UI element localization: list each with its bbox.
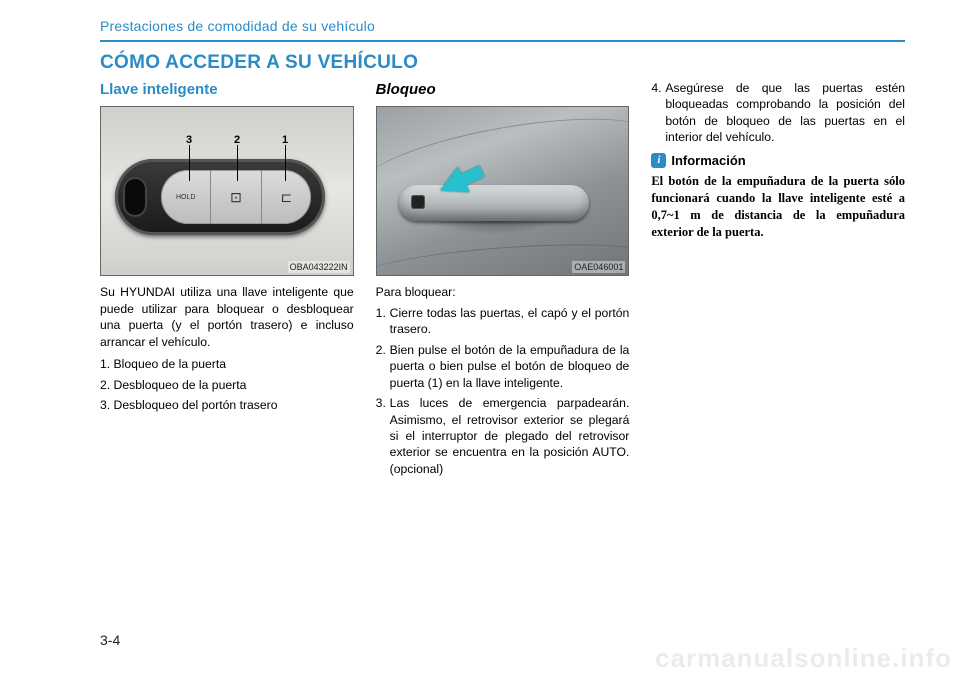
- step-num: 4.: [651, 80, 661, 96]
- col1-heading: Llave inteligente: [100, 80, 354, 100]
- column-1: Llave inteligente HOLD ⊡ ⊏ 3: [100, 80, 354, 481]
- key-illustration: HOLD ⊡ ⊏ 3 2 1: [101, 107, 353, 275]
- info-icon: i: [651, 153, 666, 168]
- figure-door-handle: OAE046001: [376, 106, 630, 276]
- callout-line-3: [189, 145, 190, 181]
- page-number: 3-4: [100, 632, 120, 648]
- column-3: 4.Asegúrese de que las puertas estén blo…: [651, 80, 905, 481]
- step-num: 3.: [376, 395, 386, 411]
- lock-step-2: 2.Bien pulse el botón de la empuñadura d…: [376, 342, 630, 391]
- lock-steps: 1.Cierre todas las puertas, el capó y el…: [376, 305, 630, 478]
- col1-item-3: 3. Desbloqueo del portón trasero: [100, 397, 354, 413]
- col2-heading: Bloqueo: [376, 80, 630, 100]
- door-handle: [399, 185, 589, 221]
- section-title: CÓMO ACCEDER A SU VEHÍCULO: [0, 48, 960, 80]
- key-button-trunk: HOLD: [161, 170, 211, 224]
- step-num: 2.: [376, 342, 386, 358]
- page: Prestaciones de comodidad de su vehículo…: [0, 0, 960, 676]
- column-2: Bloqueo OAE046001 Para bloquear: 1.Cierr…: [376, 80, 630, 481]
- watermark: carmanualsonline.info: [647, 641, 960, 676]
- callout-2: 2: [234, 133, 240, 148]
- header-rule: [100, 40, 905, 42]
- callout-line-2: [237, 145, 238, 181]
- callout-3: 3: [186, 133, 192, 148]
- door-illustration: [377, 107, 629, 275]
- info-heading-row: i Información: [651, 152, 905, 170]
- lock-step-1: 1.Cierre todas las puertas, el capó y el…: [376, 305, 630, 338]
- col2-intro: Para bloquear:: [376, 284, 630, 300]
- step-text: Las luces de emergencia parpadearán. Asi…: [390, 396, 630, 476]
- step-text: Cierre todas las puertas, el capó y el p…: [390, 306, 630, 336]
- key-ring-hole: [123, 177, 147, 217]
- door-button: [411, 195, 425, 209]
- content-columns: Llave inteligente HOLD ⊡ ⊏ 3: [0, 80, 960, 481]
- col1-intro: Su HYUNDAI utiliza una llave inteligente…: [100, 284, 354, 350]
- callout-line-1: [285, 145, 286, 181]
- key-fob-body: HOLD ⊡ ⊏: [115, 159, 325, 235]
- info-heading: Información: [671, 152, 745, 170]
- key-button-lock: ⊏: [262, 170, 311, 224]
- figure-door-caption: OAE046001: [572, 261, 625, 273]
- col1-item-2: 2. Desbloqueo de la puerta: [100, 377, 354, 393]
- lock-steps-cont: 4.Asegúrese de que las puertas estén blo…: [651, 80, 905, 146]
- figure-key-caption: OBA043222IN: [288, 261, 350, 273]
- step-num: 1.: [376, 305, 386, 321]
- col1-item-1: 1. Bloqueo de la puerta: [100, 356, 354, 372]
- info-body: El botón de la empuñadura de la puerta s…: [651, 173, 905, 241]
- step-text: Asegúrese de que las puertas estén bloqu…: [665, 81, 905, 144]
- lock-step-3: 3.Las luces de emergencia parpadearán. A…: [376, 395, 630, 477]
- lock-step-4: 4.Asegúrese de que las puertas estén blo…: [651, 80, 905, 146]
- figure-smart-key: HOLD ⊡ ⊏ 3 2 1 OBA043222IN: [100, 106, 354, 276]
- breadcrumb: Prestaciones de comodidad de su vehículo: [0, 18, 960, 38]
- step-text: Bien pulse el botón de la empuñadura de …: [390, 343, 630, 390]
- callout-1: 1: [282, 133, 288, 148]
- key-button-row: HOLD ⊡ ⊏: [161, 170, 311, 224]
